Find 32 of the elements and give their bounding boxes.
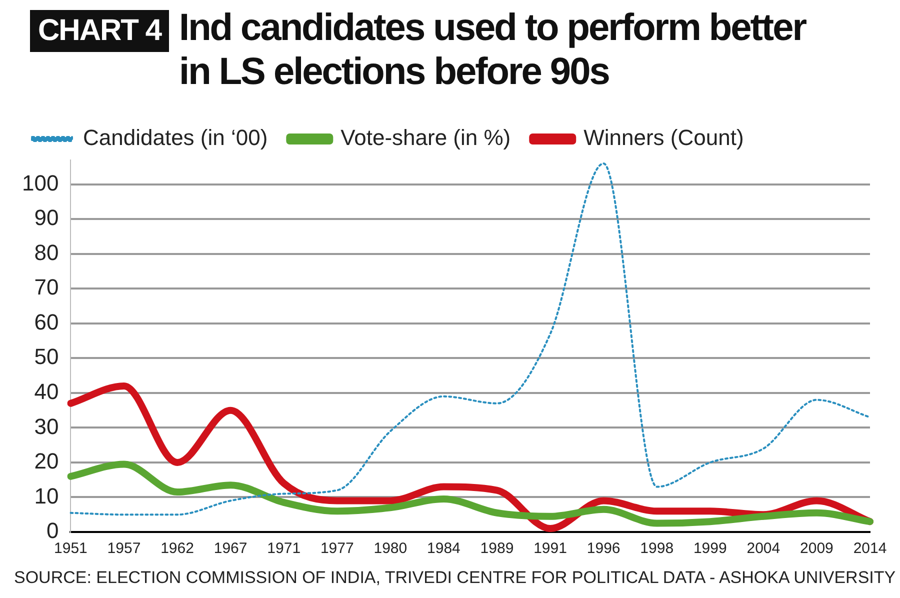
y-tick-label: 40	[34, 378, 59, 404]
x-tick-label: 1991	[534, 540, 567, 558]
source-note: SOURCE: ELECTION COMMISSION OF INDIA, TRIVEDI CENTRE FOR POLITICAL DATA - ASHOKA UNIVERSITY	[13, 568, 897, 588]
y-tick-label: 100	[22, 170, 59, 196]
y-tick-label: 10	[34, 483, 59, 508]
x-tick-label: 1971	[267, 540, 301, 558]
x-tick-label: 2009	[800, 540, 834, 558]
x-tick-label: 1989	[480, 540, 514, 558]
x-tick-label: 1984	[427, 540, 460, 558]
x-tick-label: 1999	[693, 540, 727, 558]
legend-label: Vote-share (in %)	[340, 125, 511, 150]
y-tick-label: 70	[34, 274, 59, 300]
line-series	[70, 162, 871, 516]
x-tick-label: 1962	[160, 540, 194, 558]
y-tick-label: 60	[34, 309, 59, 334]
legend-label: Winners (Count)	[584, 125, 744, 150]
x-tick-label: 1957	[107, 540, 141, 558]
y-tick-label: 80	[34, 240, 59, 265]
y-tick-label: 90	[34, 205, 59, 230]
x-tick-label: 1977	[320, 540, 354, 558]
caption: CHART 4	[30, 10, 170, 52]
y-tick-label: 50	[34, 344, 59, 370]
y-tick-label: 20	[34, 448, 59, 474]
x-tick-label: 1967	[214, 540, 248, 558]
x-tick-label: 1980	[374, 540, 408, 558]
x-tick-label: 1998	[640, 540, 674, 558]
chart-title: Ind candidates used to perform better in LS elections before 90s	[179, 6, 808, 94]
x-tick-label: 1996	[586, 540, 620, 558]
x-tick-label: 2014	[853, 540, 887, 558]
legend-label: Candidates (in ‘00)	[83, 125, 268, 150]
x-tick-label: 2004	[746, 540, 780, 558]
y-tick-label: 30	[34, 414, 59, 439]
